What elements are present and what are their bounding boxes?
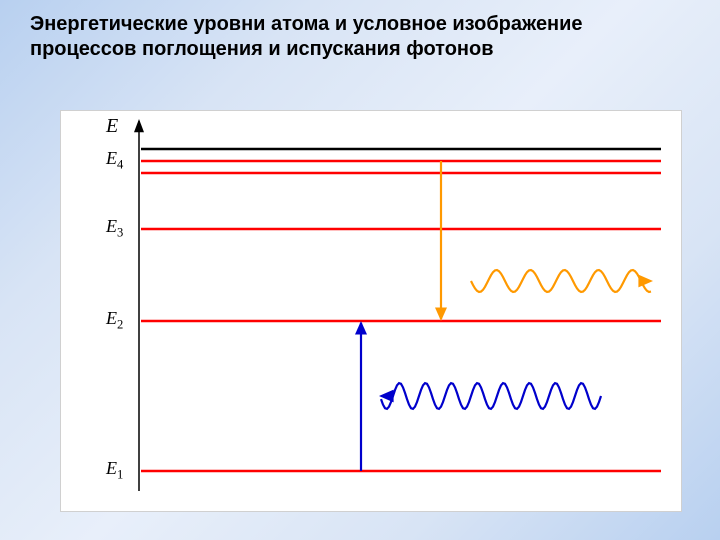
diagram-title: Энергетические уровни атома и условное и… bbox=[30, 12, 590, 62]
energy-label: E3 bbox=[106, 216, 123, 241]
diagram-svg bbox=[61, 111, 681, 511]
energy-label: E1 bbox=[106, 458, 123, 483]
energy-label: E bbox=[106, 115, 118, 138]
energy-label: E4 bbox=[106, 148, 123, 173]
energy-label: E2 bbox=[106, 308, 123, 333]
energy-level-diagram: E E4 E3 E2 E1 bbox=[60, 110, 682, 512]
